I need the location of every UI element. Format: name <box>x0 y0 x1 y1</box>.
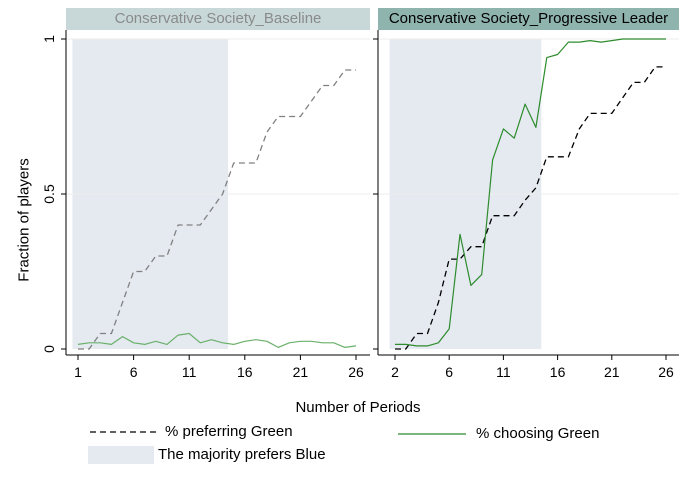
x-tick-label: 16 <box>550 364 566 380</box>
y-tick-label: 0.5 <box>41 184 57 204</box>
x-tick-label: 26 <box>348 364 364 380</box>
x-tick-label: 11 <box>496 364 511 380</box>
x-tick-label: 6 <box>130 364 138 380</box>
legend-label-choosing-green: % choosing Green <box>476 425 600 442</box>
x-tick-label: 21 <box>604 364 620 380</box>
series-line-choosing-green <box>395 38 666 347</box>
panel-title-baseline: Conservative Society_Baseline <box>66 8 370 30</box>
y-tick-label: 0 <box>41 345 57 353</box>
series-line-preferring-green <box>395 66 666 350</box>
y-axis-label: Fraction of players <box>15 158 33 282</box>
x-tick-label: 6 <box>445 364 453 380</box>
series-line-choosing-green <box>77 332 357 348</box>
panel-baseline: 00.511 6 11 16 21 26 <box>41 30 370 380</box>
legend-label-majority-blue: The majority prefers Blue <box>158 446 326 463</box>
panel-title-progressive-leader: Conservative Society_Progressive Leader <box>378 8 679 30</box>
legend-key-majority-blue <box>88 446 154 464</box>
x-tick-label: 26 <box>658 364 674 380</box>
x-tick-label: 1 <box>74 364 82 380</box>
x-axis-label: Number of Periods <box>295 399 421 416</box>
x-tick-label: 16 <box>237 364 253 380</box>
series-line-preferring-green <box>78 69 356 350</box>
legend <box>88 431 466 464</box>
legend-label-preferring-green: % preferring Green <box>165 423 293 440</box>
y-tick-label: 1 <box>41 35 57 43</box>
panel-progressive-leader: 2 6 11 16 21 26 <box>373 30 679 380</box>
x-tick-label: 2 <box>391 364 399 380</box>
x-tick-label: 21 <box>293 364 309 380</box>
x-tick-label: 11 <box>182 364 197 380</box>
